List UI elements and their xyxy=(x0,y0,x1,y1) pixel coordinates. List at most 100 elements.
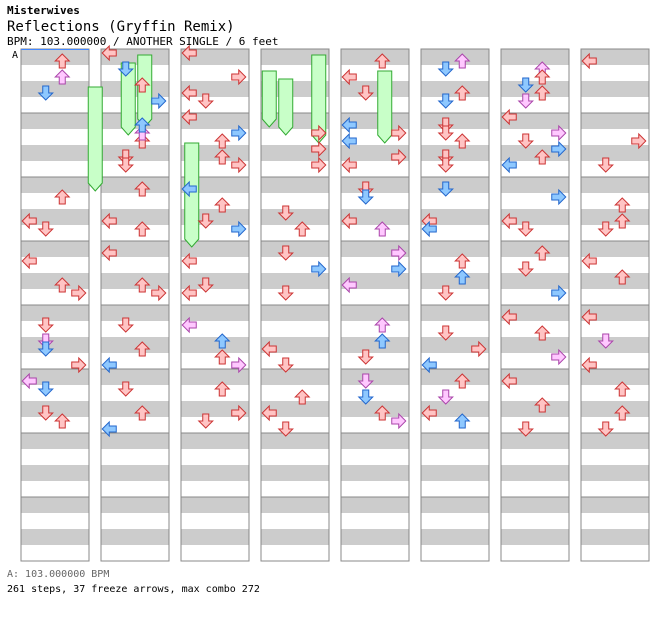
left-arrow xyxy=(181,252,197,270)
beat-band xyxy=(341,81,409,97)
up-arrow xyxy=(214,133,231,149)
left-arrow xyxy=(341,156,357,174)
beat-band xyxy=(261,209,329,225)
right-arrow xyxy=(471,340,487,358)
up-arrow xyxy=(134,341,151,357)
down-arrow xyxy=(37,317,54,333)
down-arrow xyxy=(437,157,454,173)
down-arrow xyxy=(277,205,294,221)
down-arrow xyxy=(357,373,374,389)
down-arrow xyxy=(37,85,54,101)
right-arrow xyxy=(311,140,327,158)
artist-name: Misterwives xyxy=(7,4,80,17)
freeze-arrow xyxy=(261,70,277,128)
beat-band xyxy=(501,273,569,289)
left-arrow xyxy=(101,420,117,438)
beat-band xyxy=(421,49,489,65)
left-arrow xyxy=(501,108,517,126)
down-arrow xyxy=(277,357,294,373)
beat-band xyxy=(181,497,249,513)
down-arrow xyxy=(437,285,454,301)
up-arrow xyxy=(614,381,631,397)
down-arrow xyxy=(197,277,214,293)
up-arrow xyxy=(534,245,551,261)
left-arrow xyxy=(581,252,597,270)
beat-band xyxy=(581,305,649,321)
freeze-arrow xyxy=(184,142,200,248)
left-arrow xyxy=(21,372,37,390)
stats-line: 261 steps, 37 freeze arrows, max combo 2… xyxy=(7,584,260,595)
beat-band xyxy=(101,497,169,513)
beat-band xyxy=(501,209,569,225)
up-arrow xyxy=(454,413,471,429)
down-arrow xyxy=(437,325,454,341)
right-arrow xyxy=(391,244,407,262)
beat-band xyxy=(101,369,169,385)
down-arrow xyxy=(117,61,134,77)
beat-band xyxy=(421,369,489,385)
left-arrow xyxy=(581,308,597,326)
up-arrow xyxy=(614,197,631,213)
left-arrow xyxy=(341,68,357,86)
beat-band xyxy=(341,369,409,385)
left-arrow xyxy=(181,180,197,198)
beat-band xyxy=(421,145,489,161)
beat-band xyxy=(581,113,649,129)
left-arrow xyxy=(341,132,357,150)
beat-band xyxy=(21,337,89,353)
down-arrow xyxy=(197,213,214,229)
right-arrow xyxy=(551,124,567,142)
beat-band xyxy=(581,497,649,513)
beat-band xyxy=(21,49,89,65)
up-arrow xyxy=(134,221,151,237)
down-arrow xyxy=(597,157,614,173)
beat-band xyxy=(101,145,169,161)
right-arrow xyxy=(391,124,407,142)
up-arrow xyxy=(374,317,391,333)
left-arrow xyxy=(181,284,197,302)
down-arrow xyxy=(517,133,534,149)
beat-band xyxy=(421,465,489,481)
beat-band xyxy=(421,113,489,129)
beat-band xyxy=(501,305,569,321)
beat-band xyxy=(581,401,649,417)
right-arrow xyxy=(631,132,647,150)
beat-band xyxy=(101,273,169,289)
right-arrow xyxy=(551,284,567,302)
up-arrow xyxy=(214,349,231,365)
left-arrow xyxy=(581,356,597,374)
left-arrow xyxy=(341,212,357,230)
up-arrow xyxy=(454,133,471,149)
beat-band xyxy=(181,241,249,257)
up-arrow xyxy=(614,405,631,421)
up-arrow xyxy=(534,325,551,341)
up-arrow xyxy=(134,405,151,421)
beat-band xyxy=(181,369,249,385)
down-arrow xyxy=(277,285,294,301)
chart-info: BPM: 103.000000 / ANOTHER SINGLE / 6 fee… xyxy=(7,35,279,48)
beat-band xyxy=(21,177,89,193)
beat-band xyxy=(341,433,409,449)
beat-band xyxy=(341,273,409,289)
beat-band xyxy=(261,241,329,257)
left-arrow xyxy=(501,156,517,174)
beat-band xyxy=(421,177,489,193)
up-arrow xyxy=(134,117,151,133)
left-arrow xyxy=(21,212,37,230)
left-arrow xyxy=(101,44,117,62)
beat-band xyxy=(101,401,169,417)
right-arrow xyxy=(231,156,247,174)
beat-band xyxy=(421,529,489,545)
beat-band xyxy=(501,337,569,353)
down-arrow xyxy=(437,61,454,77)
right-arrow xyxy=(151,92,167,110)
beat-band xyxy=(581,81,649,97)
beat-band xyxy=(581,49,649,65)
up-arrow xyxy=(454,269,471,285)
up-arrow xyxy=(534,397,551,413)
beat-band xyxy=(501,465,569,481)
beat-band xyxy=(261,305,329,321)
beat-band xyxy=(261,337,329,353)
up-arrow xyxy=(374,53,391,69)
beat-band xyxy=(341,401,409,417)
